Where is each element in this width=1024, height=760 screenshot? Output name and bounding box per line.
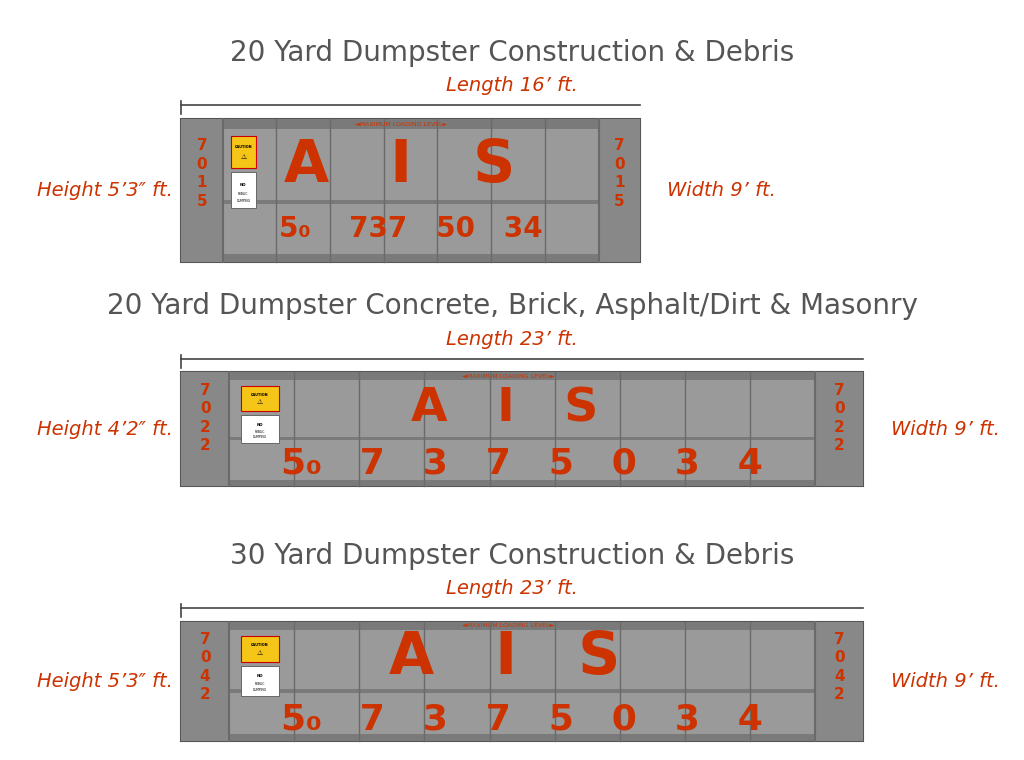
Bar (181, 622, 863, 630)
Bar (181, 480, 863, 486)
Text: PUBLIC: PUBLIC (255, 682, 265, 686)
Text: NO: NO (257, 674, 263, 678)
Text: DUMPING: DUMPING (253, 688, 267, 692)
Text: A   I   S: A I S (284, 137, 515, 194)
Text: ◄MAXIMUM LOADING LEVEL►: ◄MAXIMUM LOADING LEVEL► (355, 122, 447, 127)
Text: 30 Yard Dumpster Construction & Debris: 30 Yard Dumpster Construction & Debris (229, 543, 795, 570)
Bar (242, 386, 279, 411)
Bar (181, 119, 640, 262)
Bar (181, 437, 863, 440)
Bar (181, 734, 863, 741)
Text: A   I   S: A I S (411, 386, 598, 432)
Bar (181, 372, 863, 486)
Text: 7
0
4
2: 7 0 4 2 (834, 632, 845, 702)
Bar (181, 200, 640, 204)
Text: Length 16’ ft.: Length 16’ ft. (446, 76, 578, 95)
Text: CAUTION: CAUTION (251, 643, 269, 648)
Text: NO: NO (240, 182, 247, 187)
Text: CAUTION: CAUTION (251, 393, 269, 397)
Bar (181, 254, 640, 262)
Text: 5₀   7   3   7   5   0   3   4: 5₀ 7 3 7 5 0 3 4 (282, 447, 763, 480)
Bar (230, 137, 256, 168)
Text: DUMPING: DUMPING (237, 199, 251, 203)
Text: CAUTION: CAUTION (234, 145, 252, 150)
Text: PUBLIC: PUBLIC (255, 429, 265, 434)
Text: Length 23’ ft.: Length 23’ ft. (446, 579, 578, 599)
Text: Width 9’ ft.: Width 9’ ft. (668, 182, 776, 200)
Bar (815, 622, 863, 741)
Bar (242, 666, 279, 695)
Text: 7
0
4
2: 7 0 4 2 (200, 632, 211, 702)
Text: NO: NO (257, 423, 263, 426)
Bar (181, 119, 222, 262)
Text: PUBLIC: PUBLIC (239, 192, 249, 195)
Text: Height 5’3″ ft.: Height 5’3″ ft. (37, 182, 172, 200)
Text: 7
0
1
5: 7 0 1 5 (614, 138, 625, 209)
Bar (181, 622, 863, 741)
Text: ⚠: ⚠ (257, 650, 263, 656)
Bar (181, 372, 863, 380)
Text: DUMPING: DUMPING (253, 435, 267, 439)
Text: Height 5’3″ ft.: Height 5’3″ ft. (37, 672, 172, 691)
Text: 7
0
2
2: 7 0 2 2 (200, 382, 211, 454)
Text: Width 9’ ft.: Width 9’ ft. (891, 420, 999, 439)
Bar (181, 119, 640, 129)
Bar (242, 415, 279, 443)
Bar (181, 372, 229, 486)
Text: ⚠: ⚠ (241, 154, 247, 160)
Bar (815, 372, 863, 486)
Bar (230, 173, 256, 208)
Text: ◄MAXIMUM LOADING LEVEL►: ◄MAXIMUM LOADING LEVEL► (463, 374, 555, 379)
Text: Width 9’ ft.: Width 9’ ft. (891, 672, 999, 691)
Text: 5₀   7   3   7   5   0   3   4: 5₀ 7 3 7 5 0 3 4 (282, 702, 763, 736)
Text: Length 23’ ft.: Length 23’ ft. (446, 330, 578, 350)
Text: A   I   S: A I S (389, 629, 621, 686)
Bar (181, 689, 863, 692)
Text: 5₀    737   50   34: 5₀ 737 50 34 (279, 215, 543, 243)
Text: 20 Yard Dumpster Construction & Debris: 20 Yard Dumpster Construction & Debris (229, 40, 795, 67)
Text: 7
0
1
5: 7 0 1 5 (197, 138, 207, 209)
Bar (181, 622, 229, 741)
Text: ◄MAXIMUM LOADING LEVEL►: ◄MAXIMUM LOADING LEVEL► (463, 623, 555, 629)
Text: Height 4’2″ ft.: Height 4’2″ ft. (37, 420, 172, 439)
Text: 7
0
2
2: 7 0 2 2 (834, 382, 845, 454)
Text: ⚠: ⚠ (257, 400, 263, 405)
Bar (599, 119, 640, 262)
Text: 20 Yard Dumpster Concrete, Brick, Asphalt/Dirt & Masonry: 20 Yard Dumpster Concrete, Brick, Asphal… (106, 293, 918, 320)
Bar (242, 636, 279, 662)
